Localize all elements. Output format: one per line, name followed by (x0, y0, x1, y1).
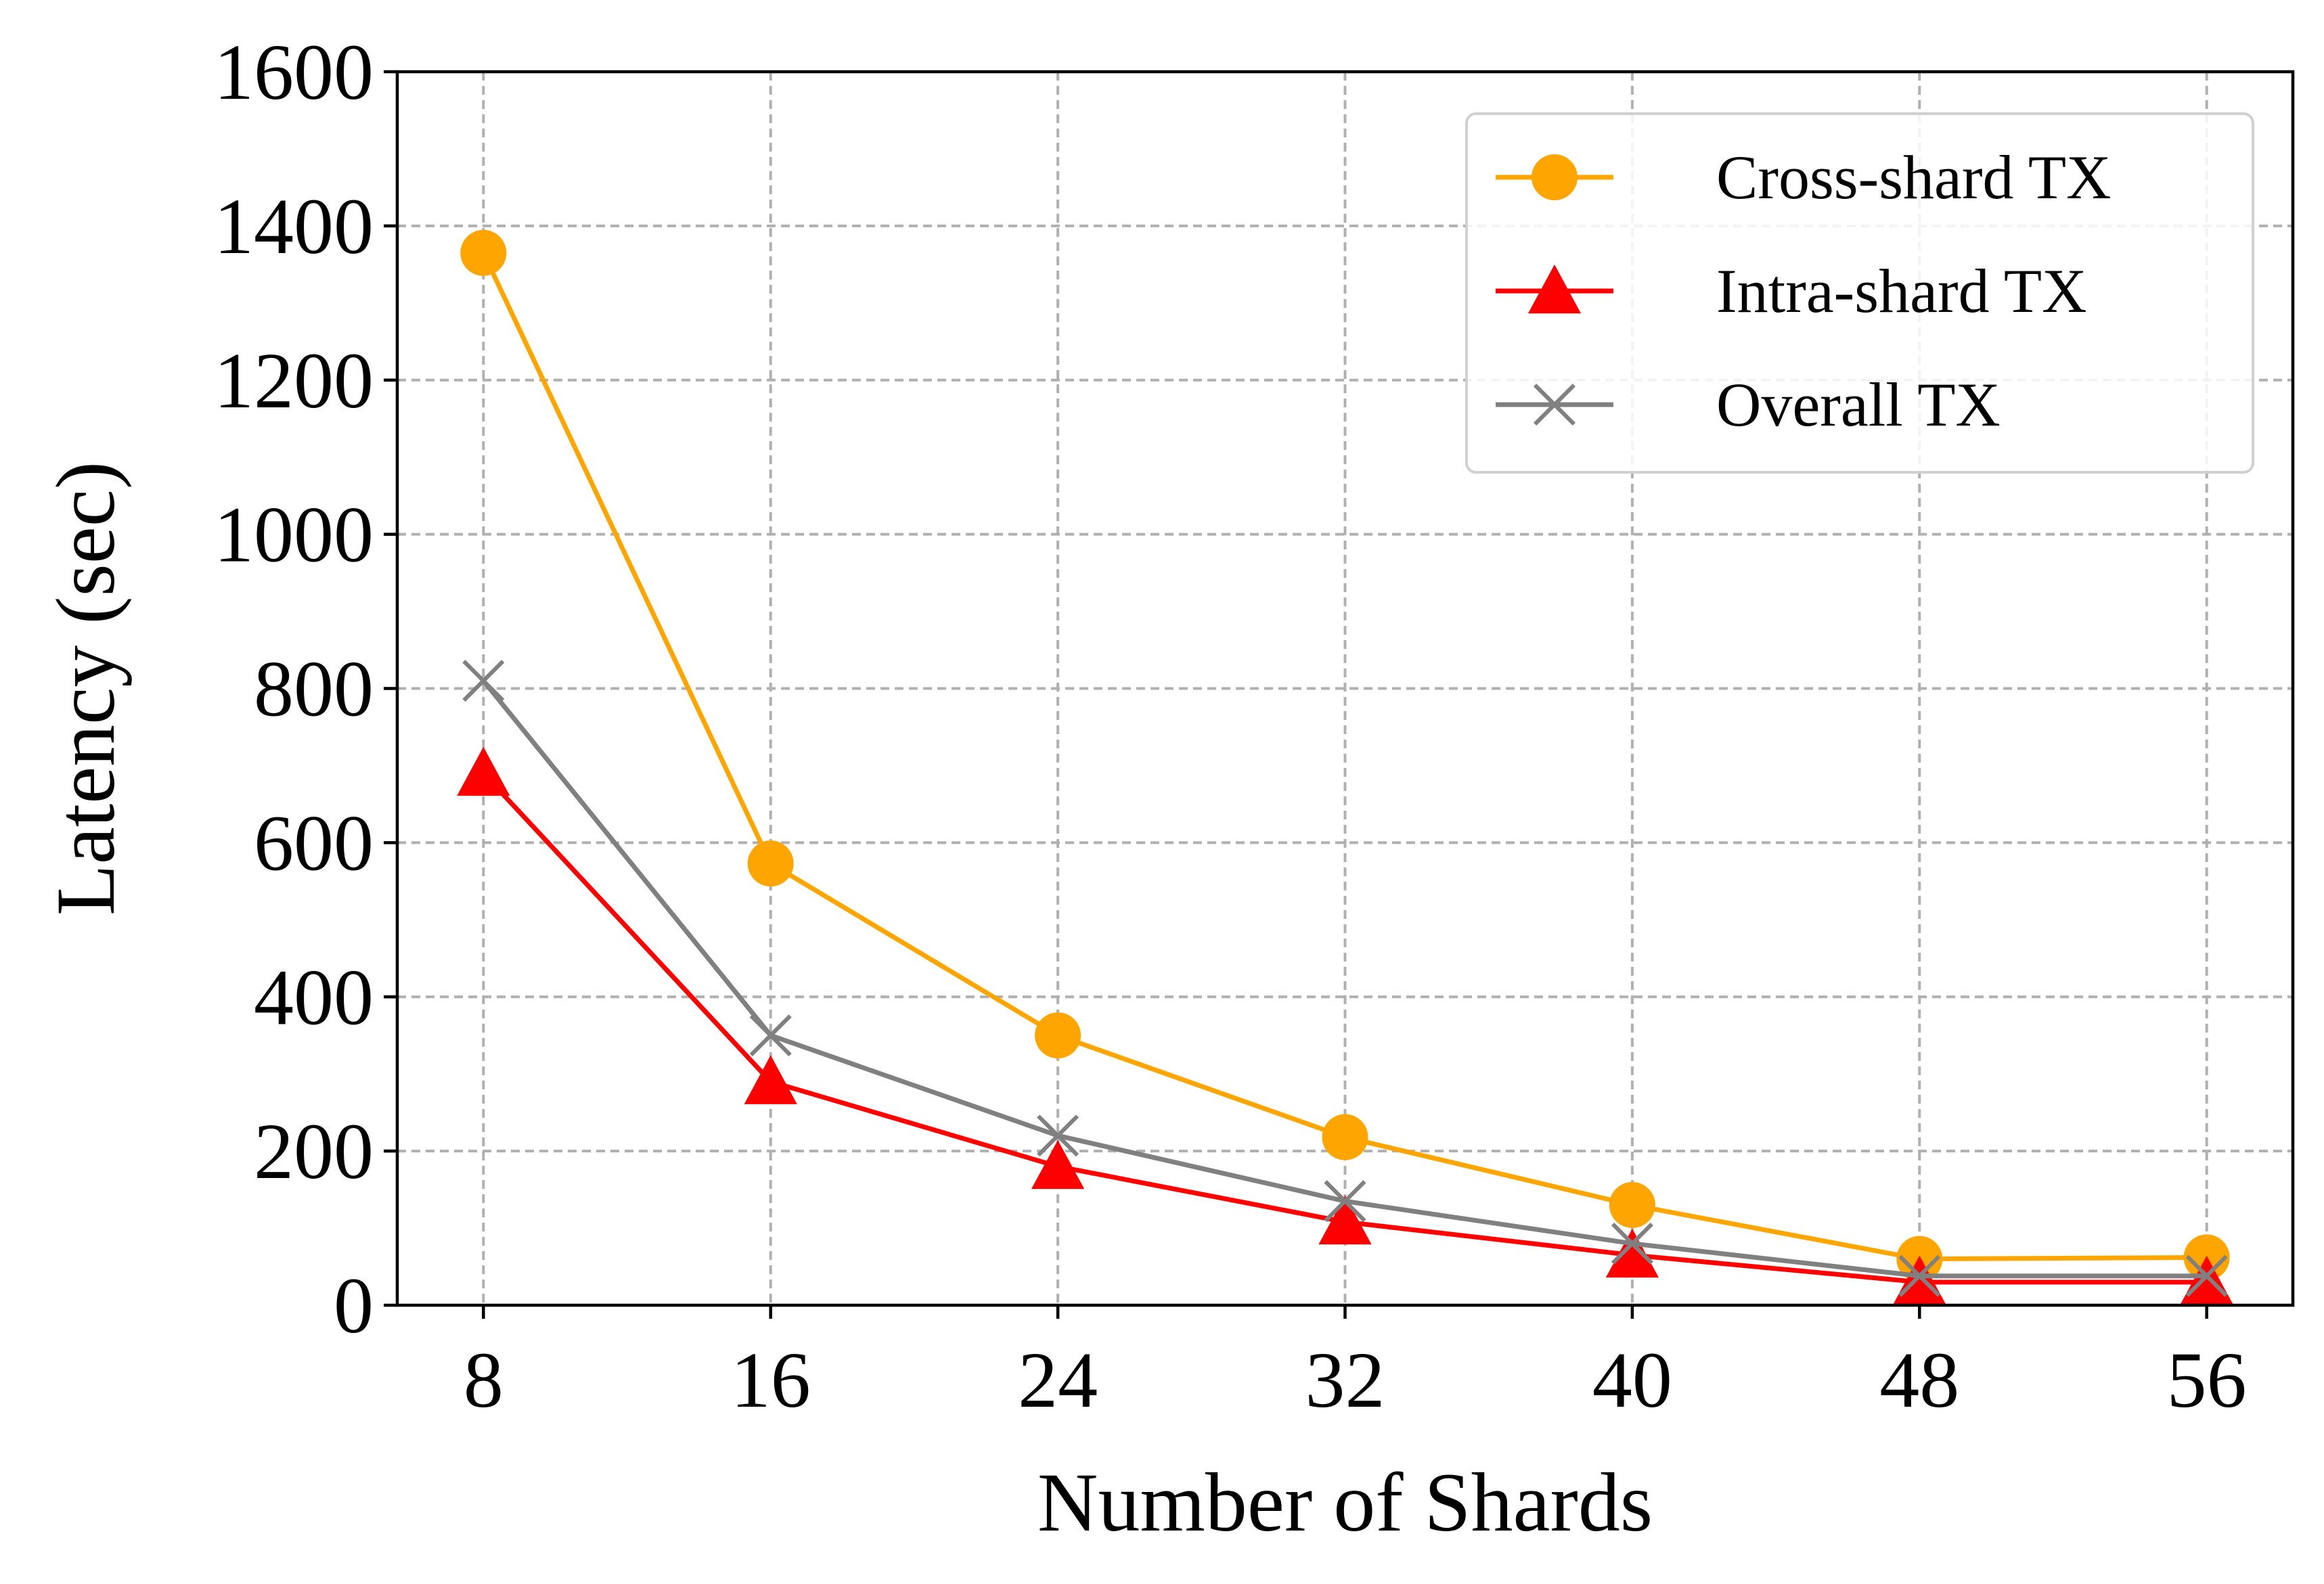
legend-marker (1533, 383, 1576, 426)
legend-label: Intra-shard TX (1716, 256, 2087, 325)
data-point (2185, 1254, 2228, 1297)
data-point (2180, 1255, 2233, 1305)
data-point (1324, 1180, 1366, 1223)
data-point (457, 746, 510, 796)
x-tick-label: 32 (1305, 1336, 1385, 1424)
data-point (1035, 1012, 1081, 1059)
data-point (1609, 1181, 1655, 1228)
data-point (460, 229, 507, 276)
series-intra-shard-tx (457, 746, 2233, 1305)
x-axis-title: Number of Shards (1037, 1456, 1653, 1549)
data-point (744, 1055, 797, 1104)
axis-ticks: 8 16 24 32 40 48 56 0 200 400 600 800 1000 1200 1400 16… (214, 28, 2247, 1424)
data-point (1322, 1114, 1368, 1160)
legend-box (1465, 112, 2254, 474)
y-tick-label: 400 (254, 953, 374, 1041)
data-point (1605, 1228, 1659, 1278)
legend-entry: Overall TX (1496, 370, 2001, 439)
data-point (462, 660, 505, 702)
legend-label: Overall TX (1716, 370, 2001, 439)
x-tick-label: 16 (731, 1336, 811, 1424)
x-tick-label: 40 (1592, 1336, 1672, 1424)
legend-entry: Cross-shard TX (1496, 143, 2111, 212)
legend-label: Cross-shard TX (1716, 143, 2111, 212)
y-tick-label: 0 (334, 1261, 374, 1350)
y-tick-label: 1400 (214, 182, 374, 271)
legend-marker (1532, 154, 1578, 200)
data-point (1037, 1114, 1079, 1157)
x-tick-label: 56 (2167, 1336, 2247, 1424)
legend-marker (1527, 264, 1582, 314)
y-tick-label: 600 (254, 798, 374, 887)
y-tick-label: 800 (254, 645, 374, 733)
legend-entry: Intra-shard TX (1496, 256, 2087, 325)
data-point (1893, 1255, 1946, 1305)
series-overall-tx (462, 660, 2228, 1297)
data-point (749, 1014, 792, 1057)
legend: Cross-shard TX Intra-shard TX Overall TX (1465, 112, 2254, 474)
y-tick-label: 1600 (214, 28, 374, 116)
data-point (1898, 1254, 1941, 1297)
x-tick-label: 8 (464, 1336, 504, 1424)
data-point (1318, 1195, 1372, 1245)
x-tick-label: 48 (1879, 1336, 1959, 1424)
y-tick-label: 200 (254, 1107, 374, 1196)
data-point (1611, 1222, 1653, 1265)
y-tick-label: 1200 (214, 336, 374, 425)
y-axis-title: Latency (sec) (39, 461, 132, 915)
data-series (457, 229, 2233, 1305)
x-tick-label: 24 (1018, 1336, 1098, 1424)
data-point (747, 840, 794, 887)
data-point (1031, 1139, 1085, 1190)
y-tick-label: 1000 (214, 491, 374, 579)
